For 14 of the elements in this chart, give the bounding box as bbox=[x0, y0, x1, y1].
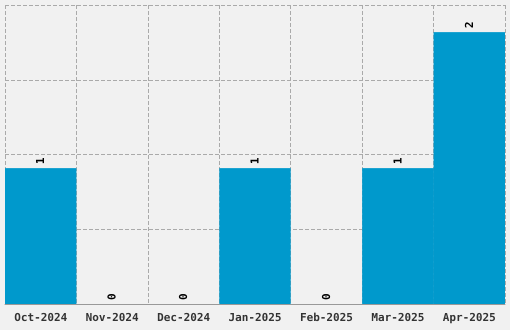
x-tick-label: Dec-2024 bbox=[157, 311, 210, 324]
x-tick-label: Mar-2025 bbox=[371, 311, 424, 324]
data-label: 0 bbox=[177, 293, 190, 300]
data-label: 0 bbox=[106, 293, 119, 300]
x-tick-label: Oct-2024 bbox=[14, 311, 68, 324]
x-tick-label: Apr-2025 bbox=[442, 311, 496, 324]
x-tick-label: Feb-2025 bbox=[300, 311, 353, 324]
data-label: 1 bbox=[391, 157, 404, 164]
data-label: 1 bbox=[34, 157, 48, 164]
x-tick-label: Nov-2024 bbox=[86, 311, 140, 324]
data-label: 0 bbox=[320, 293, 333, 300]
data-label: 2 bbox=[462, 22, 476, 28]
x-tick-label: Jan-2025 bbox=[228, 311, 282, 324]
data-label: 1 bbox=[248, 157, 262, 164]
